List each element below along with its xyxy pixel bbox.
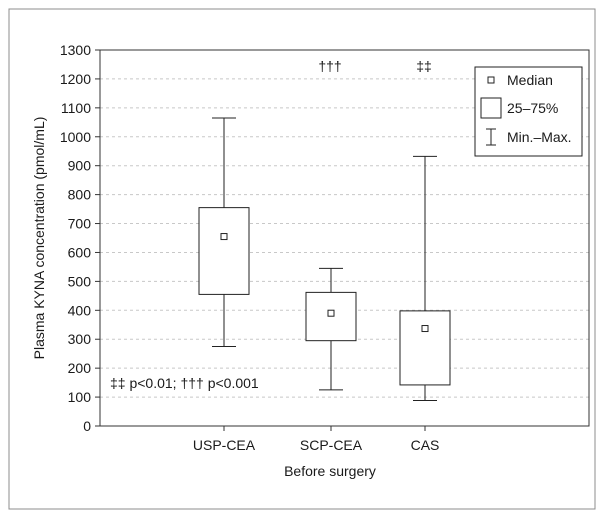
y-tick-label: 700 xyxy=(68,216,92,232)
box-group-usp-cea xyxy=(198,117,250,347)
y-tick-label: 1000 xyxy=(60,129,91,145)
significance-mark: ‡‡ xyxy=(416,58,432,74)
legend-label: Median xyxy=(507,72,553,88)
y-tick-label: 900 xyxy=(68,158,92,174)
x-tick-label: SCP-CEA xyxy=(300,437,363,453)
median-marker xyxy=(327,309,335,317)
x-axis-title: Before surgery xyxy=(284,463,376,479)
y-tick-label: 200 xyxy=(68,360,92,376)
y-tick-label: 800 xyxy=(68,187,92,203)
significance-mark: ††† xyxy=(318,58,341,74)
box-group-cas: ‡‡ xyxy=(399,58,451,402)
median-marker xyxy=(421,325,429,333)
y-tick-label: 400 xyxy=(68,302,92,318)
legend-median-symbol xyxy=(487,76,495,84)
y-tick-label: 100 xyxy=(68,389,92,405)
y-tick-label: 1200 xyxy=(60,71,91,87)
legend-box-symbol xyxy=(480,97,502,119)
y-tick-label: 1300 xyxy=(60,42,91,58)
iqr-box xyxy=(198,207,250,295)
y-tick-label: 300 xyxy=(68,331,92,347)
legend: Median 25–75% Min.–Max. xyxy=(474,66,583,157)
median-marker xyxy=(220,233,228,241)
y-axis-ticks: 0 100 200 300 400 500 600 700 800 900 1000 1100 1200… xyxy=(60,42,100,434)
figure-frame xyxy=(8,8,596,510)
y-tick-label: 1100 xyxy=(61,100,91,116)
y-tick-label: 600 xyxy=(68,244,92,260)
y-tick-label: 0 xyxy=(83,418,91,434)
y-axis-title: Plasma KYNA concentration (pmol/mL) xyxy=(31,117,47,360)
box-plot-series: ††† ‡‡ xyxy=(198,58,451,402)
x-tick-label: USP-CEA xyxy=(193,437,256,453)
iqr-box xyxy=(399,310,451,386)
box-group-scp-cea: ††† xyxy=(305,58,357,391)
legend-label: Min.–Max. xyxy=(507,129,572,145)
y-tick-label: 500 xyxy=(68,273,92,289)
significance-footnote: ‡‡ p<0.01; ††† p<0.001 xyxy=(110,375,259,391)
x-axis-ticks: USP-CEA SCP-CEA CAS xyxy=(193,426,440,453)
legend-label: 25–75% xyxy=(507,100,558,116)
plot-area-border xyxy=(99,49,590,427)
x-tick-label: CAS xyxy=(411,437,440,453)
